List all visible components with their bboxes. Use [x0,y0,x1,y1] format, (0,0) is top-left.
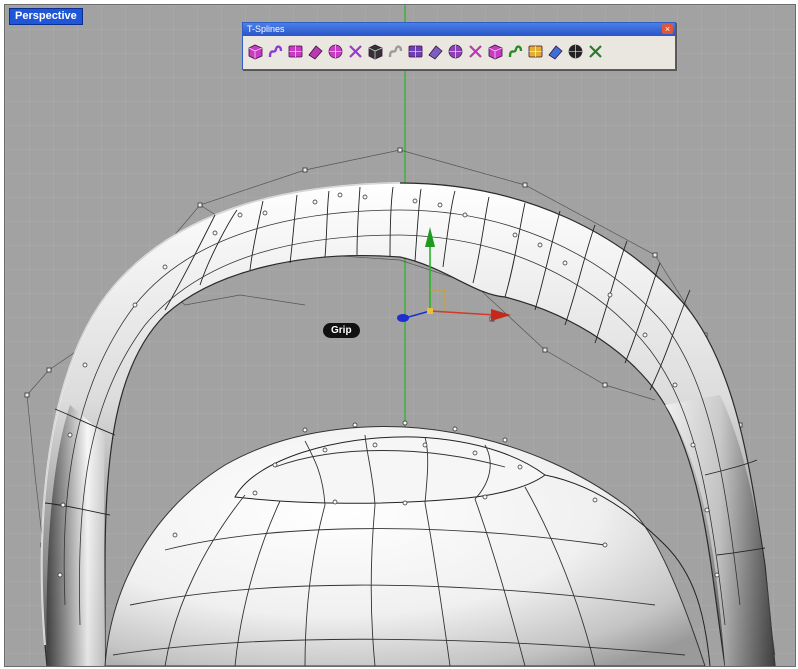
perspective-viewport[interactable]: Perspective T-Splines × Grip [4,4,796,667]
toolbar-button-transform-manipulator[interactable] [366,41,385,62]
toolbar-button-bridge[interactable] [346,41,365,62]
smooth-mode-icon [568,44,583,59]
plane-primitive-icon [308,45,323,60]
toolbar-button-sphere-primitive[interactable] [386,41,405,62]
box-primitive-icon [248,44,263,60]
append-vertex-icon [448,44,463,59]
axis-gizmo-icon [508,45,523,58]
toolbar-buttons [243,36,675,62]
sphere-primitive-icon [388,45,403,58]
toolbar-titlebar[interactable]: T-Splines × [243,23,675,36]
toolbar-button-cube-display[interactable] [546,41,565,62]
extrude-face-icon [328,44,343,59]
toolbar-button-plane-primitive[interactable] [306,41,325,62]
toolbar-button-surface-display[interactable] [406,41,425,62]
grip-label: Grip [323,323,360,338]
crease-icon [488,44,503,60]
surface-display-icon [408,45,423,58]
toolbar-button-open-folder[interactable] [526,41,545,62]
toolbar-button-append-vertex[interactable] [446,41,465,62]
toolbar-button-weld[interactable] [466,41,485,62]
transform-gizmo [397,227,511,322]
weld-icon [469,45,482,58]
toolbar-title: T-Splines [247,24,285,34]
toolbar-button-axis-gizmo[interactable] [506,41,525,62]
toolbar-button-symmetry[interactable] [586,41,605,62]
toolbar-button-smooth-mode[interactable] [566,41,585,62]
toolbar-button-curve-spline[interactable] [266,41,285,62]
transform-manipulator-icon [368,44,383,60]
cube-display-icon [548,45,563,60]
toolbar-button-crease[interactable] [486,41,505,62]
viewport-title[interactable]: Perspective [9,8,83,25]
bridge-icon [349,45,362,58]
3d-scene[interactable] [5,5,795,666]
insert-edge-icon [428,45,443,60]
close-icon[interactable]: × [662,24,673,34]
curve-spline-icon [268,45,283,58]
toolbar-button-box-primitive[interactable] [246,41,265,62]
symmetry-icon [589,45,602,58]
curve-loft-icon [288,45,303,58]
tsplines-toolbar[interactable]: T-Splines × [242,22,676,70]
toolbar-button-insert-edge[interactable] [426,41,445,62]
open-folder-icon [528,45,543,58]
toolbar-button-extrude-face[interactable] [326,41,345,62]
toolbar-button-curve-loft[interactable] [286,41,305,62]
